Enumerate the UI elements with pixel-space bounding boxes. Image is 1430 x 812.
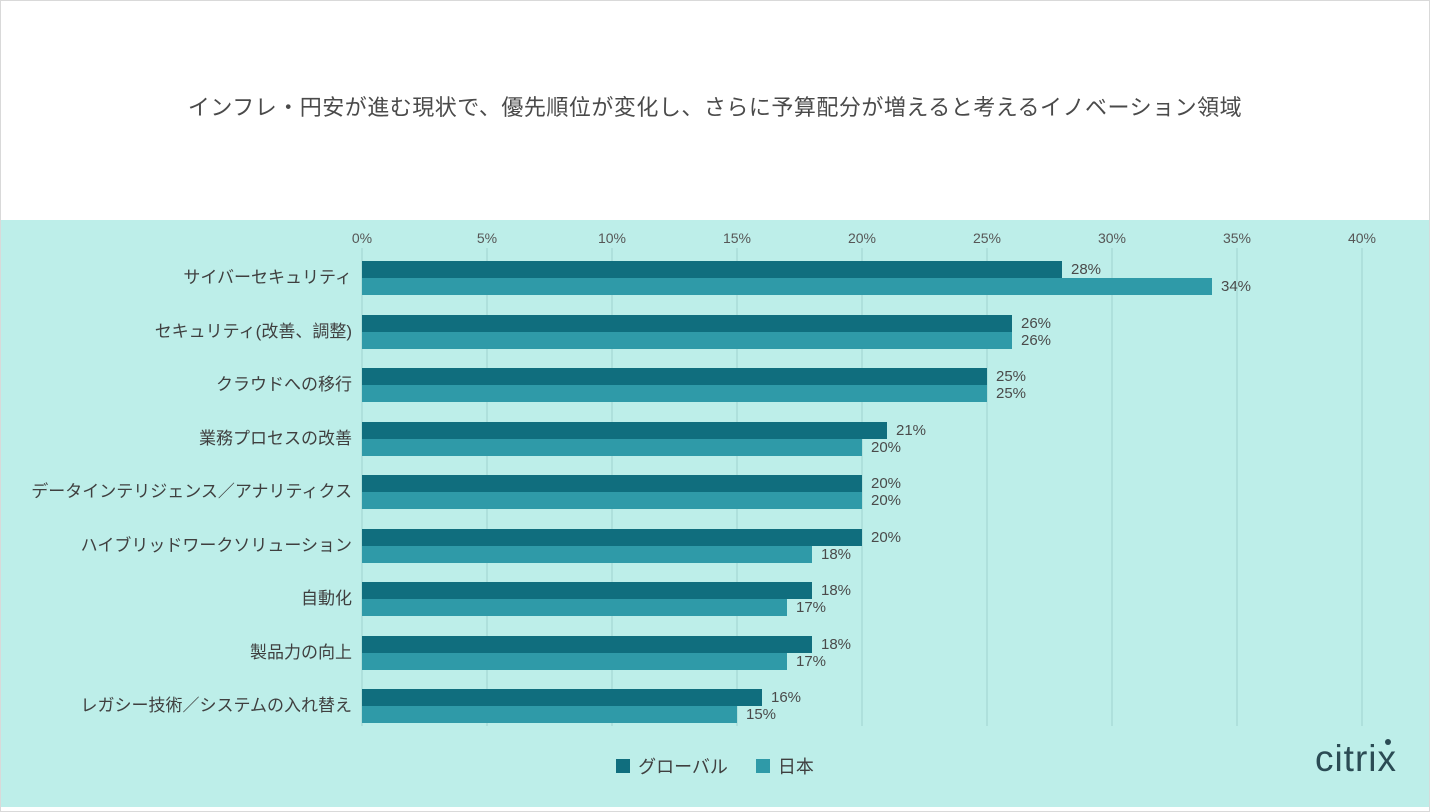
- value-label-japan: 20%: [871, 492, 902, 509]
- category-label: レガシー技術／システムの入れ替え: [80, 696, 353, 715]
- bar-global: [362, 261, 1062, 278]
- bar-global: [362, 582, 812, 599]
- x-tick-label: 30%: [1097, 230, 1127, 246]
- bar-global: [362, 314, 1012, 332]
- value-label-global: 20%: [871, 528, 902, 546]
- chart-title: インフレ・円安が進む現状で、優先順位が変化し、さらに予算配分が増えると考えるイノ…: [187, 95, 1243, 120]
- value-label-japan: 34%: [1221, 278, 1252, 295]
- x-tick-label: 15%: [722, 230, 752, 246]
- title-band: インフレ・円安が進む現状で、優先順位が変化し、さらに予算配分が増えると考えるイノ…: [0, 0, 1430, 220]
- bar-japan: [362, 492, 862, 509]
- bar-japan: [362, 438, 862, 456]
- legend: グローバル 日本: [0, 753, 1430, 779]
- x-tick-label: 25%: [972, 230, 1002, 246]
- value-label-japan: 17%: [796, 652, 827, 670]
- bar-japan: [362, 652, 787, 670]
- bar-japan: [362, 385, 987, 402]
- bar-japan: [362, 278, 1212, 295]
- bar-global: [362, 528, 862, 546]
- category-label: 業務プロセスの改善: [199, 428, 352, 448]
- bar-japan: [362, 331, 1012, 349]
- category-label: データインテリジェンス／アナリティクス: [31, 482, 352, 501]
- citrix-logo-text: citrix: [1314, 738, 1397, 779]
- category-label: 製品力の向上: [250, 642, 352, 662]
- bar-global: [362, 635, 812, 653]
- bar-japan: [362, 545, 812, 563]
- value-label-japan: 26%: [1021, 331, 1052, 349]
- legend-item-japan: 日本: [755, 753, 814, 779]
- category-label: サイバーセキュリティ: [183, 268, 352, 287]
- category-label: 自動化: [301, 589, 352, 608]
- gridline: [861, 248, 863, 726]
- value-label-japan: 20%: [871, 438, 902, 456]
- value-label-global: 26%: [1021, 314, 1052, 332]
- value-label-japan: 15%: [746, 706, 777, 723]
- value-label-japan: 18%: [821, 545, 852, 563]
- value-label-japan: 17%: [796, 599, 827, 616]
- value-label-global: 16%: [771, 689, 802, 706]
- category-label: セキュリティ(改善、調整): [154, 321, 352, 341]
- gridline: [986, 248, 988, 726]
- bar-global: [362, 421, 887, 439]
- bar-global: [362, 475, 862, 492]
- logo-x-dot-icon: [1385, 739, 1391, 745]
- value-label-japan: 25%: [996, 385, 1027, 402]
- x-tick-label: 5%: [476, 230, 498, 246]
- bar-global: [362, 689, 762, 706]
- legend-swatch-global-icon: [616, 759, 631, 773]
- x-tick-label: 40%: [1347, 230, 1377, 246]
- x-tick-label: 10%: [597, 230, 627, 246]
- bar-japan: [362, 599, 787, 616]
- chart-panel: 0% 5% 10% 15% 20% 25% 30% 35% 40% サイバーセキュリティ 28% 3…: [0, 220, 1430, 807]
- value-label-global: 25%: [996, 368, 1027, 385]
- bar-japan: [362, 706, 737, 723]
- bar-global: [362, 368, 987, 385]
- category-label: ハイブリッドワークソリューション: [80, 535, 352, 555]
- value-label-global: 20%: [871, 475, 902, 492]
- x-tick-label: 35%: [1222, 230, 1252, 246]
- gridline: [1361, 248, 1363, 726]
- x-tick-label: 20%: [847, 230, 877, 246]
- value-label-global: 28%: [1071, 261, 1102, 278]
- value-label-global: 18%: [821, 635, 852, 653]
- category-label: クラウドへの移行: [216, 375, 352, 394]
- legend-label-global: グローバル: [638, 757, 728, 777]
- gridline: [1236, 248, 1238, 726]
- legend-label-japan: 日本: [777, 757, 814, 777]
- citrix-logo: citrix: [1315, 738, 1397, 780]
- value-label-global: 18%: [821, 582, 852, 599]
- legend-swatch-japan-icon: [755, 759, 770, 773]
- x-tick-label: 0%: [351, 230, 373, 246]
- value-label-global: 21%: [896, 421, 927, 439]
- gridline: [1111, 248, 1113, 726]
- legend-item-global: グローバル: [616, 753, 728, 779]
